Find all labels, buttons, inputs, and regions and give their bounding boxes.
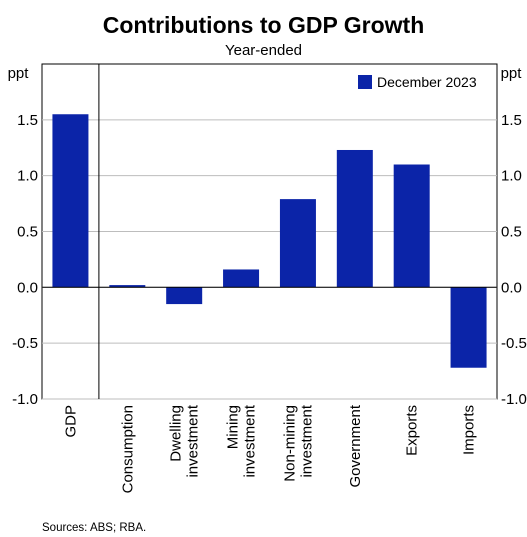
y-tick-label-left: 0.5 — [17, 224, 38, 241]
bar — [450, 287, 487, 368]
x-category-label: Exports — [404, 405, 421, 456]
y-tick-label-left: 0.0 — [17, 279, 38, 296]
chart-subtitle: Year-ended — [225, 42, 302, 59]
chart-title: Contributions to GDP Growth — [103, 12, 425, 38]
x-category-label: GDP — [62, 405, 79, 438]
y-axis-ticks: -1.0 -1.0 -0.5 -0.5 0.0 0.0 0.5 0.5 1.0 1.0 1.5 1.5 — [12, 112, 527, 408]
x-category-label: Dwelling — [168, 405, 185, 462]
bar — [223, 269, 260, 288]
bars — [52, 114, 487, 368]
y-tick-label-left: -1.0 — [12, 391, 38, 408]
y-axis-unit-left: ppt — [8, 65, 30, 82]
y-tick-label-left: 1.0 — [17, 168, 38, 185]
legend-label: December 2023 — [377, 74, 477, 90]
x-category-label: investment — [298, 404, 315, 477]
x-category-label: Government — [347, 404, 364, 487]
y-tick-label-right: 0.5 — [501, 224, 522, 241]
y-axis-unit-right: ppt — [501, 65, 523, 82]
bar — [393, 164, 430, 288]
y-tick-label-right: -0.5 — [501, 335, 527, 352]
legend-box — [352, 71, 494, 93]
source-note: Sources: ABS; RBA. — [42, 522, 146, 534]
y-tick-label-right: 1.5 — [501, 112, 522, 129]
bar — [109, 285, 146, 288]
legend: December 2023 — [352, 71, 494, 93]
y-tick-label-right: -1.0 — [501, 391, 527, 408]
x-category-label: Imports — [461, 405, 478, 455]
y-tick-label-right: 0.0 — [501, 279, 522, 296]
bar — [166, 287, 203, 305]
x-category-label: Mining — [225, 405, 242, 449]
x-category-label: investment — [242, 404, 259, 477]
bar — [52, 114, 89, 288]
bar — [336, 149, 373, 288]
x-category-label: investment — [185, 404, 202, 477]
x-category-label: Consumption — [119, 405, 136, 493]
x-axis-labels: GDP Consumption Dwelling investment Mining in… — [62, 404, 477, 493]
legend-swatch — [358, 75, 372, 89]
y-tick-label-left: 1.5 — [17, 112, 38, 129]
bar — [279, 199, 316, 288]
y-tick-label-right: 1.0 — [501, 168, 522, 185]
y-tick-label-left: -0.5 — [12, 335, 38, 352]
x-category-label: Non-mining — [281, 405, 298, 482]
